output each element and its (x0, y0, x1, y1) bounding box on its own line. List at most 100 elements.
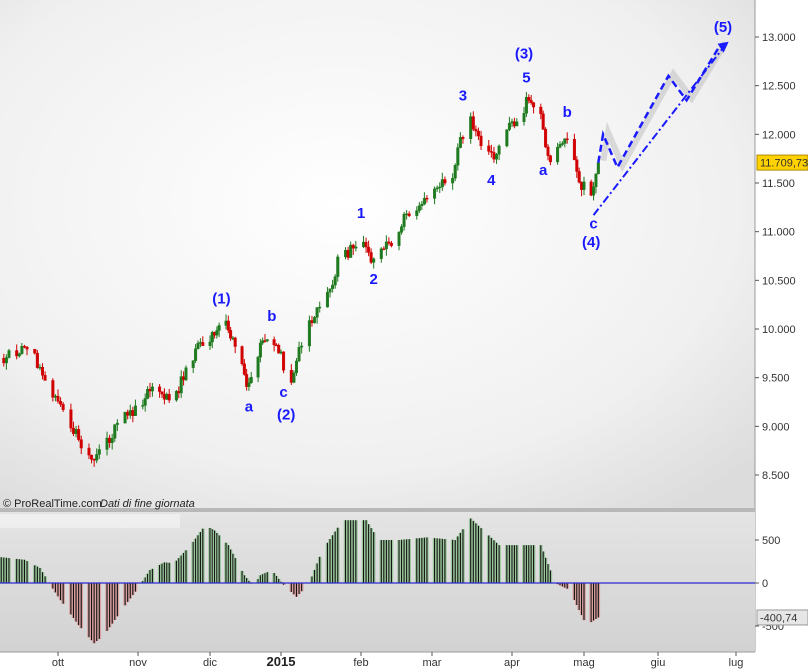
time-tick-label: giu (651, 657, 666, 669)
candle-up (113, 424, 117, 439)
price-tick-label: 10.500 (762, 275, 796, 287)
candle-up (433, 188, 437, 199)
candle-down (126, 411, 130, 416)
time-tick-label: feb (353, 657, 368, 669)
wave-label: c (589, 216, 597, 233)
candle-up (215, 330, 219, 336)
candle-up (522, 113, 526, 123)
credit-note: Dati di fine giornata (100, 498, 195, 510)
price-tick-label: 11.500 (762, 178, 795, 190)
price-axis: 13.000 12.500 12.000 11.500 11.000 10.500 10.0… (755, 32, 796, 482)
candle-down (461, 136, 465, 139)
candle-up (318, 306, 322, 309)
candle-up (123, 411, 127, 424)
price-tick-label: 13.000 (762, 32, 796, 44)
wave-label: c (279, 384, 287, 401)
candle-down (167, 394, 171, 401)
candle-down (79, 439, 83, 449)
candle-down (487, 145, 491, 152)
price-panel (0, 0, 755, 508)
candle-down (245, 374, 249, 387)
candle-down (51, 380, 55, 398)
candle-up (458, 136, 462, 148)
wave-label: (2) (277, 407, 295, 424)
candle-up (315, 307, 319, 318)
candle-down (22, 346, 26, 348)
candle-down (572, 139, 576, 160)
oscillator-bars (0, 518, 755, 644)
candle-up (558, 144, 562, 148)
candle-down (90, 454, 94, 460)
last-oscillator-label: -400,74 (760, 612, 797, 624)
wave-label: 1 (357, 205, 365, 222)
candle-up (179, 376, 183, 394)
candle-up (596, 162, 600, 175)
panel-divider[interactable] (0, 508, 755, 512)
candle-down (546, 146, 550, 156)
candle-down (77, 429, 81, 440)
candle-down (565, 138, 569, 140)
candle-up (563, 138, 567, 144)
candle-down (43, 375, 47, 381)
candle-up (210, 331, 214, 343)
candle-up (74, 429, 78, 434)
oscillator-tick-label: 500 (762, 535, 780, 547)
candle-up (292, 372, 296, 383)
candle-up (184, 367, 188, 381)
candle-up (256, 356, 260, 378)
last-price-badge: 11.709,73 (756, 154, 808, 171)
candle-up (300, 345, 304, 348)
time-tick-label: dic (203, 657, 218, 669)
candle-up (495, 154, 499, 160)
candle-up (405, 213, 409, 215)
candle-up (582, 181, 586, 190)
candle-down (492, 152, 496, 160)
candle-up (38, 367, 42, 369)
candle-up (456, 147, 460, 166)
candle-up (194, 348, 198, 361)
candle-up (150, 386, 154, 392)
candle-up (453, 165, 457, 179)
wave-label: 3 (459, 87, 467, 104)
candle-down (41, 367, 45, 376)
candle-up (20, 346, 24, 354)
candle-down (59, 401, 63, 405)
price-tick-label: 8.500 (762, 470, 790, 482)
price-tick-label: 10.000 (762, 324, 796, 336)
candle-down (240, 346, 244, 364)
candle-up (417, 205, 421, 211)
candle-up (196, 342, 200, 349)
candle-up (313, 317, 317, 324)
price-tick-label: 9.000 (762, 421, 790, 433)
candle-down (158, 386, 162, 392)
candle-up (438, 186, 442, 189)
candle-up (328, 288, 332, 293)
candle-down (289, 370, 293, 383)
wave-label: (4) (582, 234, 600, 251)
candle-down (529, 100, 533, 103)
candle-up (400, 226, 404, 233)
candle-up (592, 186, 596, 196)
candle-up (440, 179, 444, 188)
time-tick-label: apr (504, 657, 520, 669)
candles (2, 92, 600, 467)
candle-up (560, 143, 564, 145)
candle-up (435, 187, 439, 190)
candle-up (372, 258, 376, 263)
candle-down (367, 246, 371, 253)
time-tick-label: nov (129, 657, 147, 669)
candle-down (346, 249, 350, 258)
time-tick-label: ott (52, 657, 64, 669)
candle-up (174, 390, 178, 401)
candle-down (233, 337, 237, 347)
candle-up (17, 353, 21, 357)
candle-up (4, 357, 8, 364)
arrow-head-icon (717, 41, 729, 53)
projection-zigzag (597, 44, 722, 171)
oscillator-panel (0, 512, 755, 652)
candle-up (294, 360, 298, 374)
price-tick-label: 12.500 (762, 81, 796, 93)
candle-down (61, 404, 65, 410)
candle-down (33, 348, 37, 354)
candle-up (451, 178, 455, 184)
